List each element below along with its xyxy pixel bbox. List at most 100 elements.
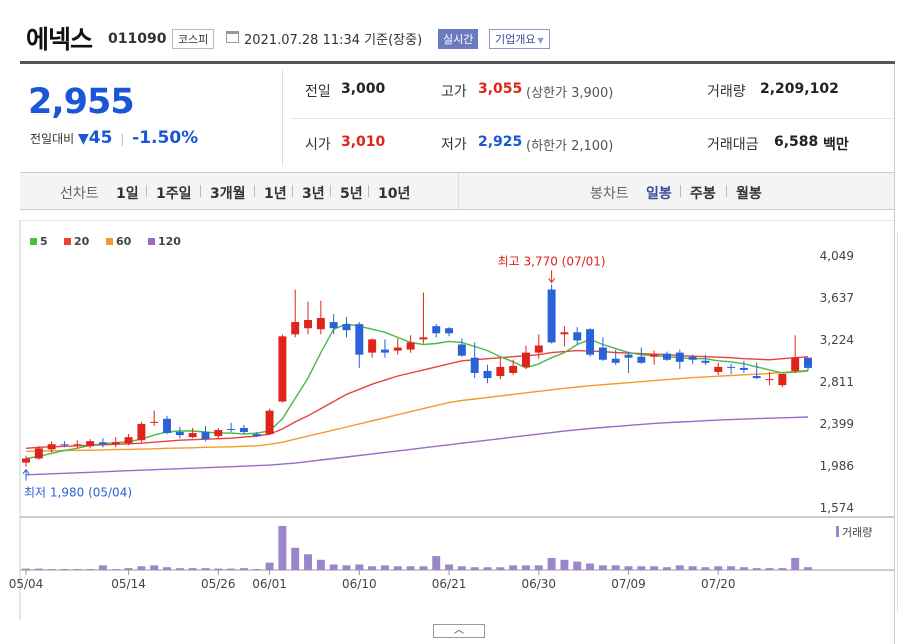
open-label: 시가 [305, 137, 331, 153]
market-badge: 코스피 [172, 29, 215, 49]
low-value: 2,925 [478, 134, 523, 150]
candle-body [239, 427, 248, 433]
candle-body [304, 320, 313, 329]
candle-body [355, 324, 364, 355]
x-tick-label: 06/21 [432, 577, 467, 591]
x-axis: 05/04 05/14 05/26 06/01 06/10 06/21 06/30 07/09… [9, 570, 736, 591]
prev-close-value: 3,000 [341, 81, 386, 97]
tab-10y[interactable]: 10년 [378, 186, 411, 202]
tab-separator [200, 185, 201, 197]
candle-body [470, 357, 479, 373]
tab-5y[interactable]: 5년 [340, 186, 363, 202]
volume-bar [791, 557, 800, 570]
candle-body [496, 366, 505, 377]
amount-label: 거래대금 [707, 137, 759, 153]
scrollbar[interactable] [897, 232, 910, 612]
tab-monthly[interactable]: 월봉 [736, 186, 762, 202]
tab-3y[interactable]: 3년 [302, 186, 325, 202]
volume-legend-swatch [836, 526, 839, 537]
candle-body [214, 430, 223, 437]
quote-summary: 2,955 전일대비 ▼45 | -1.50% 전일 3,000 고가 3,05… [20, 64, 895, 173]
company-overview-dropdown[interactable]: 기업개요 ▼ [489, 29, 550, 49]
candle-body [252, 434, 261, 437]
volume-bar [252, 569, 261, 570]
volume-bar [355, 564, 364, 570]
legend-swatch-120 [148, 238, 155, 245]
candle-body [432, 326, 441, 334]
min-price-annotation: 최저 1,980 (05/04) [24, 486, 132, 500]
volume-bar [637, 566, 646, 570]
prev-close-label: 전일 [305, 84, 331, 100]
volume-bar [98, 565, 107, 570]
volume-bar [368, 566, 377, 570]
volume-bar [227, 568, 236, 570]
tab-1w[interactable]: 1주일 [156, 186, 192, 202]
candle-body [111, 442, 120, 445]
volume-bar [316, 559, 325, 570]
candle-body [419, 337, 428, 340]
tab-daily[interactable]: 일봉 [646, 186, 672, 202]
tab-separator [680, 185, 681, 197]
candle-body [598, 347, 607, 360]
volume-bar [47, 569, 56, 570]
volume-bar [265, 562, 274, 570]
candle-body [86, 441, 95, 447]
candle-body [521, 352, 530, 367]
volume-bar [137, 566, 146, 570]
volume-bar [406, 566, 415, 570]
candle-body [778, 374, 787, 386]
candle-body [586, 329, 595, 355]
volume-bar [291, 547, 300, 570]
candle-body [650, 354, 659, 357]
volume-bar [188, 568, 197, 570]
candle-body [483, 370, 492, 379]
change-value: 45 [88, 128, 113, 148]
candle-body [201, 432, 210, 440]
volume-bar [239, 568, 248, 570]
tab-weekly[interactable]: 주봉 [690, 186, 716, 202]
volume-bar [150, 565, 159, 570]
high-value: 3,055 [478, 81, 523, 97]
volume-bar [419, 566, 428, 570]
candle-body [701, 360, 710, 363]
candle-body [98, 442, 107, 445]
collapse-toggle-button[interactable]: ︿ [433, 624, 485, 638]
stock-name: 에넥스 [26, 25, 93, 54]
header-divider [20, 61, 895, 64]
candle-body [175, 432, 184, 436]
volume-bar [445, 564, 454, 570]
candle-body [611, 358, 620, 363]
volume-bar [22, 568, 30, 570]
down-arrow-icon: ▼ [78, 131, 89, 147]
moving-averages [25, 323, 809, 476]
volume-bar [586, 563, 595, 570]
legend-label-20: 20 [74, 235, 90, 248]
candlestick-chart[interactable]: 5 20 60 120 4,049 3,637 3,224 2,811 2,399 1,986 1… [0, 220, 894, 620]
realtime-button[interactable]: 실시간 [438, 29, 479, 49]
ma-line-120 [25, 416, 809, 476]
volume-bar [163, 567, 171, 570]
volume-bar [175, 568, 184, 570]
candle-body [137, 423, 146, 441]
candle-body [329, 322, 338, 329]
volume-bar [329, 564, 338, 570]
tab-1d[interactable]: 1일 [116, 186, 139, 202]
y-tick-label: 2,399 [820, 417, 854, 431]
tab-1y[interactable]: 1년 [264, 186, 287, 202]
chart-legend: 5 20 60 120 [30, 235, 181, 248]
x-tick-label: 06/30 [521, 577, 556, 591]
candle-body [714, 366, 723, 372]
candle-body [227, 428, 236, 431]
volume-bar [752, 568, 761, 570]
line-chart-label: 선차트 [60, 186, 99, 202]
x-tick-label: 05/14 [111, 577, 146, 591]
chevron-down-icon: ▼ [537, 36, 544, 45]
volume-bar [804, 567, 812, 570]
volume-bar [714, 566, 723, 570]
y-tick-label: 2,811 [820, 375, 854, 389]
chart-tabs: 선차트 1일 1주일 3개월 1년 3년 5년 10년 봉차트 일봉 주봉 월봉 [20, 173, 895, 210]
volume-legend-label: 거래량 [842, 526, 872, 539]
candles [22, 284, 812, 467]
tab-3m[interactable]: 3개월 [210, 186, 246, 202]
volume-bar [650, 566, 659, 570]
